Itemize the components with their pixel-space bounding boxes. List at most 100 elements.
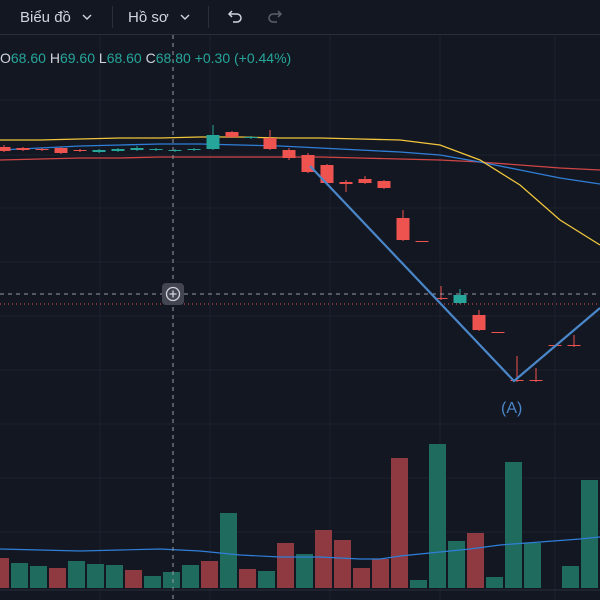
candle-body [111,149,125,151]
ohlc-legend: O68.60 H69.60 L68.60 C68.80 +0.30 (+0.44… [0,50,291,66]
candle-body [263,138,277,149]
volume-bar [505,462,522,588]
candles [0,125,581,382]
candle-body [434,298,448,299]
volume-bar [524,543,541,588]
close-label: C [145,50,156,66]
crosshair-plus-icon [165,286,181,302]
volume-bar [201,561,218,588]
volume-bar [68,561,85,588]
pattern-label: (A) [501,400,522,417]
candle [54,147,68,154]
candle [396,210,410,241]
top-toolbar: Biểu đồ Hồ sơ [0,0,600,35]
volume-bar [144,576,161,588]
open-value: 68.60 [10,50,46,66]
candle [377,180,391,189]
candle-body [35,149,49,150]
volume-bar [486,577,503,588]
profile-menu-label: Hồ sơ [128,8,169,26]
candle [149,148,163,151]
volume-bar [49,568,66,588]
candle [415,241,429,242]
candle-body [54,148,68,153]
change-value: +0.30 (+0.44%) [194,50,292,66]
volume-bar [334,540,351,588]
volume-bar [30,566,47,588]
toolbar-divider [112,6,113,28]
candle-body [415,241,429,242]
candle-body [0,147,11,151]
volume-bar [0,558,9,588]
price-chart[interactable]: (A) [0,35,600,600]
candle [358,176,372,184]
high-label: H [49,50,60,66]
ma-yellow-line [0,136,600,246]
candle-body [396,218,410,240]
candle [130,146,144,151]
candle-body [92,150,106,152]
chevron-down-icon [180,14,190,20]
crosshair-add-button[interactable] [162,283,184,305]
candle-body [73,150,87,151]
candle [92,149,106,153]
chart-menu-button[interactable]: Biểu đồ [20,0,93,34]
volume-bar [87,564,104,588]
ma-blue-line [0,143,600,185]
candle [529,368,543,382]
candle-body [168,150,182,151]
volume-bar [106,565,123,588]
redo-button[interactable] [266,0,286,34]
candle [0,145,11,152]
profile-menu-button[interactable]: Hồ sơ [128,0,191,34]
volume-bar [410,580,427,588]
crosshair [0,35,600,600]
candle [472,310,486,331]
candle-body [225,132,239,137]
candle [434,286,448,300]
candle [244,136,258,139]
candle [111,148,125,152]
candle-body [510,380,524,381]
candle-body [358,179,372,183]
chevron-down-icon [82,14,92,20]
volume-bar [315,530,332,588]
candle [282,148,296,160]
volume-bar [296,554,313,588]
candle [567,335,581,347]
candle [263,130,277,150]
candle [453,289,467,304]
volume-bars [0,444,598,588]
volume-bar [277,543,294,588]
candle-body [491,332,505,333]
close-value: 68.80 [155,50,191,66]
volume-bar [239,569,256,588]
candle [339,180,353,192]
candle [16,147,30,151]
candle-body [206,135,220,149]
candle-body [339,182,353,184]
volume-bar [467,533,484,588]
low-value: 68.60 [106,50,142,66]
high-value: 69.60 [59,50,95,66]
candle-body [282,150,296,158]
undo-button[interactable] [224,0,244,34]
low-label: L [98,50,107,66]
candle [187,148,201,151]
candle [206,125,220,150]
volume-bar [11,563,28,588]
candle-body [130,148,144,150]
undo-icon [227,10,242,23]
volume-ma-line [0,536,600,560]
candle [225,131,239,138]
candle [168,149,182,152]
candle-body [472,315,486,330]
candle-body [529,380,543,381]
open-label: O [0,50,11,66]
candle-body [567,345,581,346]
ma-red-line [0,156,600,171]
candle-body [149,149,163,150]
volume-bar [182,565,199,588]
volume-bar [581,480,598,588]
volume-bar [353,568,370,588]
